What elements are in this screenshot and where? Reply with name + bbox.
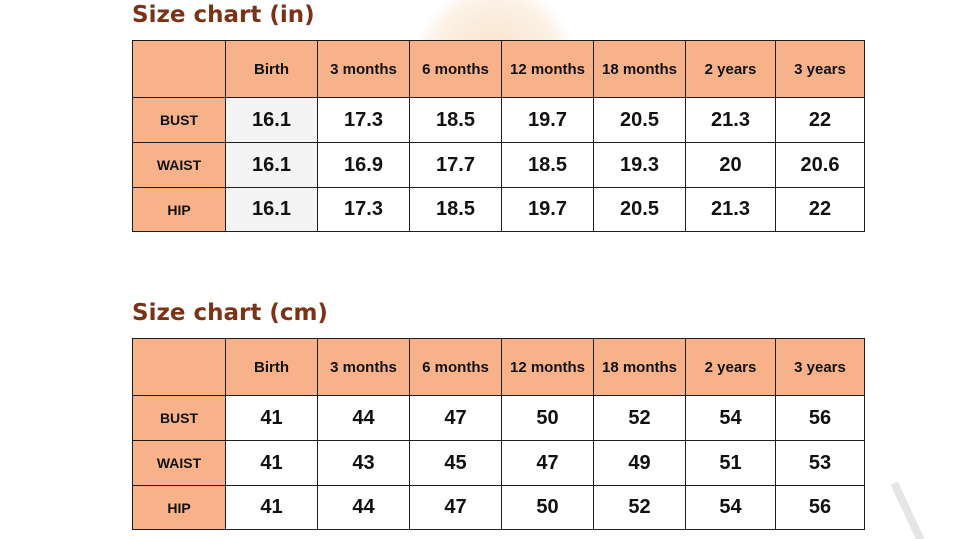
column-header: 18 months (593, 40, 686, 98)
row-label: BUST (132, 97, 226, 143)
column-header: 2 years (685, 338, 776, 396)
value-cell: 19.7 (501, 97, 594, 143)
value-cell: 44 (317, 485, 410, 530)
column-header: 6 months (409, 40, 502, 98)
value-cell: 47 (409, 485, 502, 530)
value-cell: 50 (501, 485, 594, 530)
table-title: Size chart (cm) (132, 300, 328, 326)
value-cell: 54 (685, 485, 776, 530)
value-cell: 52 (593, 485, 686, 530)
column-header: 12 months (501, 40, 594, 98)
value-cell: 41 (225, 485, 318, 530)
column-header: 3 years (775, 338, 865, 396)
column-header: 6 months (409, 338, 502, 396)
header-corner (132, 338, 226, 396)
row-label: BUST (132, 395, 226, 441)
column-header: 3 years (775, 40, 865, 98)
column-header: 18 months (593, 338, 686, 396)
value-cell: 49 (593, 440, 686, 486)
value-cell: 17.7 (409, 142, 502, 188)
value-cell: 44 (317, 395, 410, 441)
value-cell: 53 (775, 440, 865, 486)
value-cell: 17.3 (317, 97, 410, 143)
value-cell: 16.1 (225, 97, 318, 143)
value-cell: 22 (775, 97, 865, 143)
value-cell: 20.6 (775, 142, 865, 188)
column-header: 12 months (501, 338, 594, 396)
value-cell: 54 (685, 395, 776, 441)
row-label: HIP (132, 187, 226, 232)
value-cell: 47 (409, 395, 502, 441)
row-label: WAIST (132, 440, 226, 486)
value-cell: 16.1 (225, 142, 318, 188)
value-cell: 20.5 (593, 187, 686, 232)
value-cell: 19.3 (593, 142, 686, 188)
value-cell: 16.9 (317, 142, 410, 188)
value-cell: 19.7 (501, 187, 594, 232)
value-cell: 21.3 (685, 97, 776, 143)
column-header: Birth (225, 338, 318, 396)
column-header: 2 years (685, 40, 776, 98)
row-label: HIP (132, 485, 226, 530)
row-label: WAIST (132, 142, 226, 188)
value-cell: 50 (501, 395, 594, 441)
value-cell: 22 (775, 187, 865, 232)
value-cell: 43 (317, 440, 410, 486)
value-cell: 18.5 (409, 97, 502, 143)
value-cell: 20 (685, 142, 776, 188)
header-corner (132, 40, 226, 98)
value-cell: 41 (225, 395, 318, 441)
value-cell: 18.5 (409, 187, 502, 232)
column-header: Birth (225, 40, 318, 98)
value-cell: 51 (685, 440, 776, 486)
stick-decoration (890, 481, 928, 539)
value-cell: 18.5 (501, 142, 594, 188)
value-cell: 17.3 (317, 187, 410, 232)
column-header: 3 months (317, 338, 410, 396)
value-cell: 47 (501, 440, 594, 486)
value-cell: 52 (593, 395, 686, 441)
column-header: 3 months (317, 40, 410, 98)
value-cell: 45 (409, 440, 502, 486)
value-cell: 16.1 (225, 187, 318, 232)
value-cell: 56 (775, 485, 865, 530)
value-cell: 20.5 (593, 97, 686, 143)
table-title: Size chart (in) (132, 2, 315, 28)
value-cell: 56 (775, 395, 865, 441)
value-cell: 41 (225, 440, 318, 486)
value-cell: 21.3 (685, 187, 776, 232)
